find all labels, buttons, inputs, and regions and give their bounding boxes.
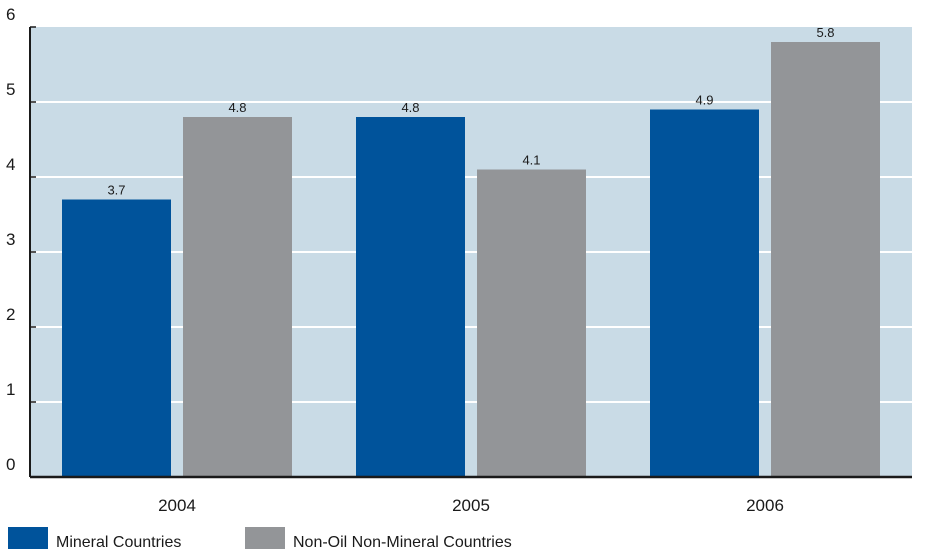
bar bbox=[183, 117, 292, 477]
legend-label: Mineral Countries bbox=[56, 534, 181, 550]
data-label: 3.7 bbox=[107, 183, 125, 198]
x-category-label: 2004 bbox=[158, 496, 196, 515]
y-tick-label: 2 bbox=[6, 305, 15, 324]
x-category-label: 2006 bbox=[746, 496, 784, 515]
data-label: 4.9 bbox=[695, 93, 713, 108]
legend-label: Non-Oil Non-Mineral Countries bbox=[293, 534, 512, 550]
bars bbox=[62, 42, 880, 477]
data-labels: 3.7 4.8 4.8 4.1 4.9 5.8 bbox=[107, 25, 834, 198]
data-label: 4.8 bbox=[228, 100, 246, 115]
y-tick-label: 1 bbox=[6, 380, 15, 399]
y-tick-label: 3 bbox=[6, 230, 15, 249]
x-axis-labels: 2004 2005 2006 bbox=[158, 496, 784, 515]
y-tick-label: 0 bbox=[6, 455, 15, 474]
bar bbox=[62, 199, 171, 477]
legend-swatch bbox=[8, 527, 48, 549]
legend-swatch bbox=[245, 527, 285, 549]
data-label: 4.8 bbox=[401, 100, 419, 115]
bar bbox=[771, 42, 880, 477]
x-category-label: 2005 bbox=[452, 496, 490, 515]
data-label: 4.1 bbox=[522, 153, 540, 168]
grid-lines bbox=[30, 101, 912, 403]
legend: Mineral Countries Non-Oil Non-Mineral Cou… bbox=[8, 527, 512, 550]
bar bbox=[477, 169, 586, 477]
bar bbox=[356, 117, 465, 477]
y-tick-label: 6 bbox=[6, 5, 15, 24]
data-label: 5.8 bbox=[816, 25, 834, 40]
bar bbox=[650, 109, 759, 477]
y-tick-label: 4 bbox=[6, 155, 15, 174]
y-tick-label: 5 bbox=[6, 80, 15, 99]
